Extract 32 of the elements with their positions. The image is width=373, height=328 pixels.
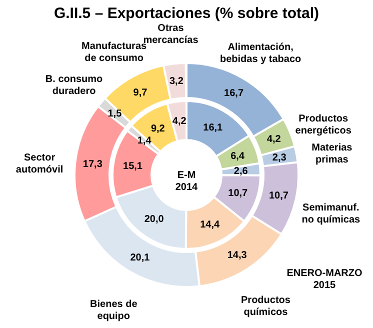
data-label: 4,2 xyxy=(172,116,187,127)
data-label: 2,3 xyxy=(272,152,287,164)
data-label: 10,7 xyxy=(268,190,289,202)
slice-label: Productos energéticos xyxy=(295,114,352,137)
data-label: 4,2 xyxy=(266,134,282,146)
data-label: 16,7 xyxy=(224,88,244,100)
data-label: 20,1 xyxy=(130,252,150,264)
slice-label: ENERO-MARZO 2015 xyxy=(286,268,362,291)
data-label: 15,1 xyxy=(123,160,143,172)
data-label: 14,3 xyxy=(227,250,248,261)
data-label: 1,4 xyxy=(137,135,152,146)
data-label: 14,4 xyxy=(200,219,220,230)
data-label: 2,6 xyxy=(234,166,248,177)
data-label: 1,5 xyxy=(108,108,122,120)
data-label: 17,3 xyxy=(82,158,103,170)
slice-label: E-M 2014 xyxy=(175,170,198,193)
slice-label: Bienes de equipo xyxy=(90,298,138,322)
chart-title: G.II.5 – Exportaciones (% sobre total) xyxy=(54,4,320,22)
slice-label: B. consumo duradero xyxy=(45,74,103,97)
data-label: 16,1 xyxy=(203,122,224,134)
data-label: 6,4 xyxy=(230,150,245,162)
data-label: 10,7 xyxy=(228,188,248,200)
slice-label: Alimentación, bebidas y tabaco xyxy=(220,42,302,65)
data-label: 9,7 xyxy=(133,88,148,99)
slice-label: Manufacturas de consumo xyxy=(82,40,147,64)
data-label: 9,2 xyxy=(150,124,166,135)
slice-label: Sector automóvil xyxy=(16,152,64,176)
slice-label: Materias primas xyxy=(312,142,353,166)
slice-label: Productos químicos xyxy=(241,295,291,318)
slice-label: Semimanuf. no químicas xyxy=(302,202,360,226)
data-label: 3,2 xyxy=(169,76,184,88)
data-label: 20,0 xyxy=(144,214,164,225)
